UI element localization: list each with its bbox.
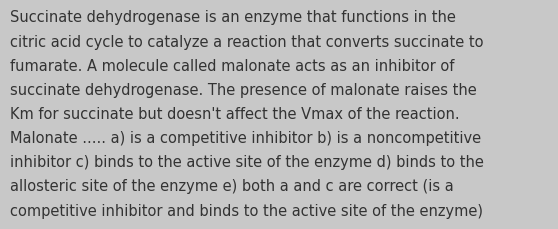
Text: Km for succinate but doesn't affect the Vmax of the reaction.: Km for succinate but doesn't affect the …	[10, 106, 460, 121]
Text: competitive inhibitor and binds to the active site of the enzyme): competitive inhibitor and binds to the a…	[10, 203, 483, 218]
Text: succinate dehydrogenase. The presence of malonate raises the: succinate dehydrogenase. The presence of…	[10, 82, 477, 97]
Text: Malonate ..... a) is a competitive inhibitor b) is a noncompetitive: Malonate ..... a) is a competitive inhib…	[10, 131, 481, 145]
Text: Succinate dehydrogenase is an enzyme that functions in the: Succinate dehydrogenase is an enzyme tha…	[10, 10, 456, 25]
Text: citric acid cycle to catalyze a reaction that converts succinate to: citric acid cycle to catalyze a reaction…	[10, 34, 484, 49]
Text: inhibitor c) binds to the active site of the enzyme d) binds to the: inhibitor c) binds to the active site of…	[10, 155, 484, 169]
Text: allosteric site of the enzyme e) both a and c are correct (is a: allosteric site of the enzyme e) both a …	[10, 179, 454, 194]
Text: fumarate. A molecule called malonate acts as an inhibitor of: fumarate. A molecule called malonate act…	[10, 58, 454, 73]
